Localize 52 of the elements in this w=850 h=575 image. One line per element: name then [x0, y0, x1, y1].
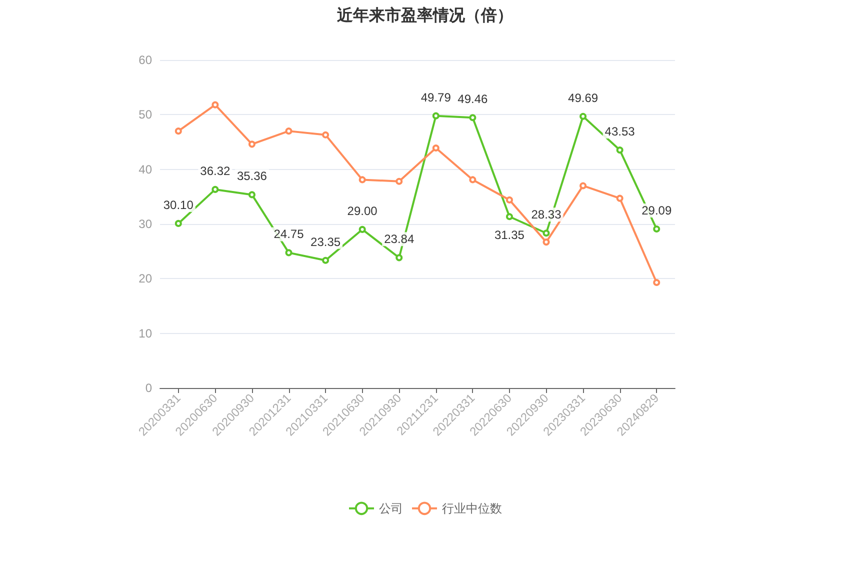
y-tick-label: 20 [138, 272, 152, 286]
point [469, 114, 476, 122]
legend-label: 行业中位数 [442, 501, 502, 516]
point [322, 131, 330, 138]
point [542, 230, 550, 237]
point [174, 220, 182, 227]
point [358, 226, 366, 233]
y-tick-label: 0 [145, 381, 152, 395]
point [285, 249, 292, 256]
point [506, 213, 513, 220]
legend-label: 公司 [379, 501, 403, 516]
point [212, 101, 219, 108]
data-label: 43.53 [604, 124, 636, 139]
point [432, 144, 440, 152]
point [653, 278, 660, 286]
data-label: 29.00 [347, 204, 378, 218]
y-tick-label: 10 [138, 326, 152, 340]
chart-title: 近年来市盈率情况（倍） [336, 6, 513, 24]
data-label: 49.46 [458, 92, 488, 106]
y-tick-label: 30 [138, 217, 152, 231]
data-label: 31.35 [494, 228, 525, 242]
point [542, 238, 550, 246]
point [212, 186, 219, 193]
point [285, 128, 292, 135]
data-label: 28.33 [531, 208, 562, 222]
point [248, 191, 256, 198]
data-label: 30.10 [163, 198, 194, 212]
point [616, 146, 624, 154]
point [616, 194, 624, 202]
y-tick-label: 60 [138, 53, 152, 67]
data-label: 49.69 [568, 90, 598, 105]
point [322, 256, 330, 264]
point [396, 254, 403, 262]
point [358, 176, 366, 184]
data-label: 29.09 [642, 203, 672, 218]
point [174, 128, 182, 135]
data-label: 23.35 [310, 234, 341, 249]
y-tick-label: 40 [138, 162, 152, 176]
point [432, 112, 440, 120]
data-label: 35.36 [236, 169, 268, 184]
point [506, 196, 513, 204]
data-label: 24.75 [274, 227, 304, 242]
point [580, 112, 587, 120]
point [396, 178, 403, 185]
point [580, 182, 587, 190]
point [653, 225, 660, 232]
data-label: 36.32 [200, 164, 231, 178]
point [469, 176, 476, 184]
point [248, 140, 256, 148]
y-tick-label: 50 [138, 108, 152, 122]
data-label: 23.84 [384, 232, 414, 246]
data-label: 49.79 [420, 90, 452, 104]
